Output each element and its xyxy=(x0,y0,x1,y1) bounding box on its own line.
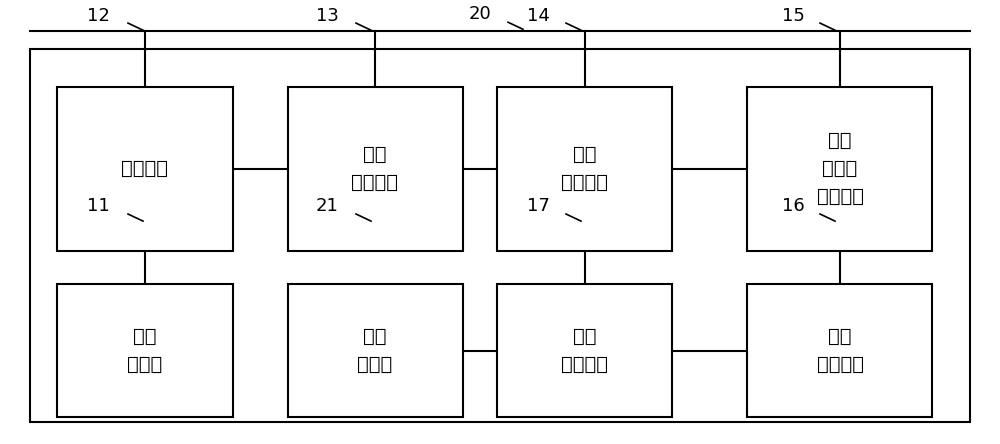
Bar xyxy=(747,87,932,251)
Text: 16: 16 xyxy=(782,198,804,215)
Bar xyxy=(747,284,932,417)
Text: 输出
滤波电路: 输出 滤波电路 xyxy=(562,327,608,374)
Text: 12: 12 xyxy=(87,7,109,24)
Bar xyxy=(57,87,232,251)
Text: 输出
储能电路: 输出 储能电路 xyxy=(816,327,864,374)
Bar xyxy=(288,87,462,251)
Bar xyxy=(57,284,232,417)
Bar xyxy=(497,87,672,251)
Text: 输入
连接器: 输入 连接器 xyxy=(127,327,163,374)
Bar xyxy=(30,49,970,422)
Bar xyxy=(288,284,462,417)
Text: 输出
连接器: 输出 连接器 xyxy=(357,327,393,374)
Text: 14: 14 xyxy=(527,7,549,24)
Text: 输入
滤波电路: 输入 滤波电路 xyxy=(352,145,398,192)
Text: 输入
储能电路: 输入 储能电路 xyxy=(562,145,608,192)
Bar xyxy=(497,284,672,417)
Text: 21: 21 xyxy=(316,198,338,215)
Text: 保护电路: 保护电路 xyxy=(122,159,168,178)
Text: 20: 20 xyxy=(469,5,491,23)
Text: 11: 11 xyxy=(87,198,109,215)
Text: 17: 17 xyxy=(527,198,549,215)
Text: 15: 15 xyxy=(782,7,804,24)
Text: 13: 13 xyxy=(316,7,338,24)
Text: 直流
变换器
阵列电路: 直流 变换器 阵列电路 xyxy=(816,131,864,206)
